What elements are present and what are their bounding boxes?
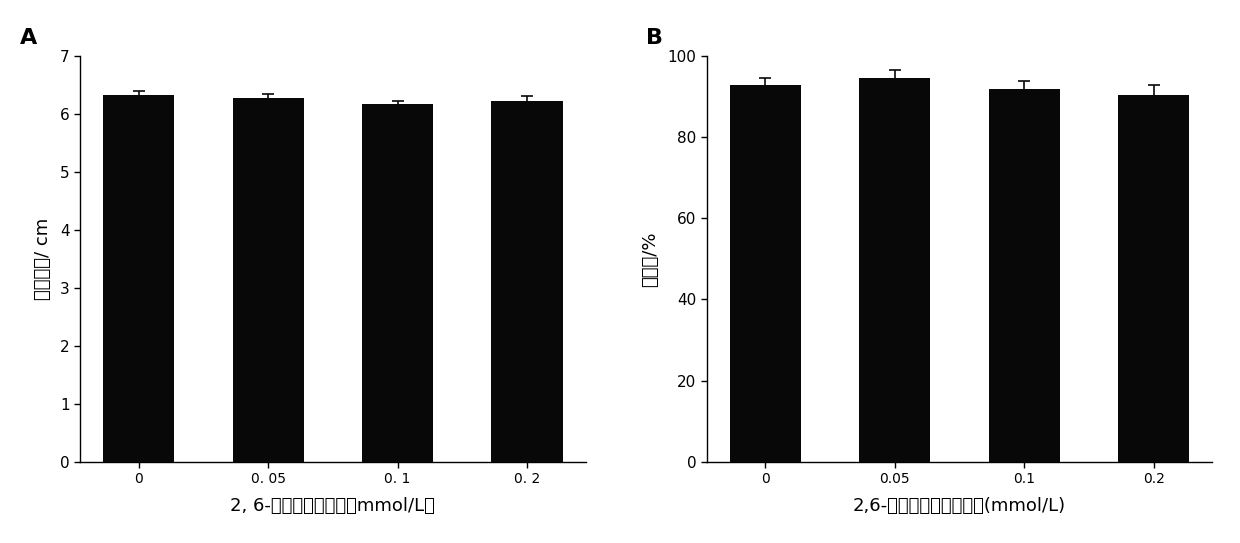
Bar [362,104,433,462]
Bar [988,89,1060,462]
X-axis label: 2,6-二叔丁基对甲酚浓度(mmol/L): 2,6-二叔丁基对甲酚浓度(mmol/L) [853,497,1066,515]
Text: A: A [20,28,37,48]
Bar [233,98,304,462]
Y-axis label: 萌发率/%: 萌发率/% [641,231,660,287]
Text: B: B [646,28,663,48]
Bar [1118,94,1189,462]
X-axis label: 2, 6-二叔丁基对甲酚（mmol/L）: 2, 6-二叔丁基对甲酚（mmol/L） [231,497,435,515]
Bar [859,78,930,462]
Bar [730,85,801,462]
Bar [491,102,563,462]
Bar [103,95,175,462]
Y-axis label: 菌落直径/ cm: 菌落直径/ cm [33,218,52,300]
